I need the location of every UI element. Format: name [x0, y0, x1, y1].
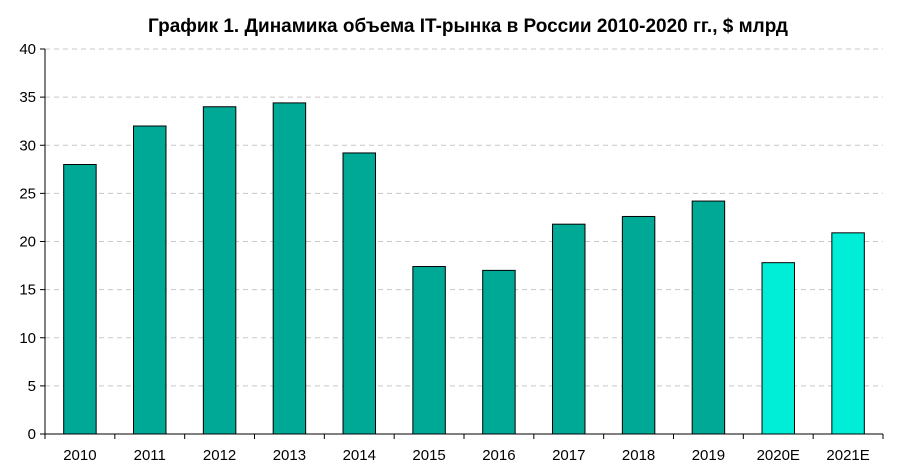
x-tick-label: 2021E — [826, 447, 869, 464]
y-tick-label: 15 — [19, 282, 36, 299]
y-tick-label: 10 — [19, 330, 36, 347]
x-tick-label: 2018 — [622, 447, 655, 464]
x-tick-label: 2011 — [134, 447, 166, 464]
x-tick-label: 2016 — [482, 447, 515, 464]
bar-2013 — [272, 102, 307, 435]
axes — [40, 48, 884, 439]
gridlines — [45, 48, 883, 387]
x-tick-label: 2014 — [343, 447, 376, 464]
x-axis-ticks: 2010 2011 2012 2013 2014 2015 2016 2017 2018 2019… — [63, 447, 870, 464]
bars — [63, 102, 865, 435]
y-axis-ticks: 0 5 10 15 20 25 30 35 40 — [19, 41, 36, 443]
bar-2021E — [831, 232, 865, 435]
y-tick-label: 35 — [19, 89, 36, 106]
y-tick-label: 0 — [28, 426, 36, 443]
bar-2018 — [621, 215, 656, 435]
x-tick-label: 2012 — [203, 447, 236, 464]
y-tick-label: 20 — [19, 234, 36, 251]
bar-2010 — [63, 164, 97, 435]
bar-2012 — [202, 106, 237, 435]
chart-title: График 1. Динамика объема IT-рынка в Рос… — [148, 16, 788, 37]
x-tick-label: 2019 — [692, 447, 725, 464]
bar-2016 — [482, 269, 516, 435]
bar-2017 — [552, 223, 586, 435]
x-tick-label: 2010 — [63, 447, 96, 464]
bar-2014 — [342, 152, 376, 435]
y-tick-label: 25 — [19, 185, 36, 202]
x-tick-label: 2020E — [757, 447, 800, 464]
bar-2015 — [412, 266, 446, 435]
y-tick-label: 5 — [28, 378, 36, 395]
x-tick-label: 2013 — [273, 447, 306, 464]
bar-2019 — [691, 200, 726, 435]
bar-2011 — [133, 125, 167, 435]
x-tick-label: 2015 — [412, 447, 445, 464]
y-tick-label: 30 — [19, 137, 36, 154]
x-tick-label: 2017 — [552, 447, 585, 464]
y-tick-label: 40 — [19, 41, 36, 58]
bar-2020E — [761, 262, 795, 435]
